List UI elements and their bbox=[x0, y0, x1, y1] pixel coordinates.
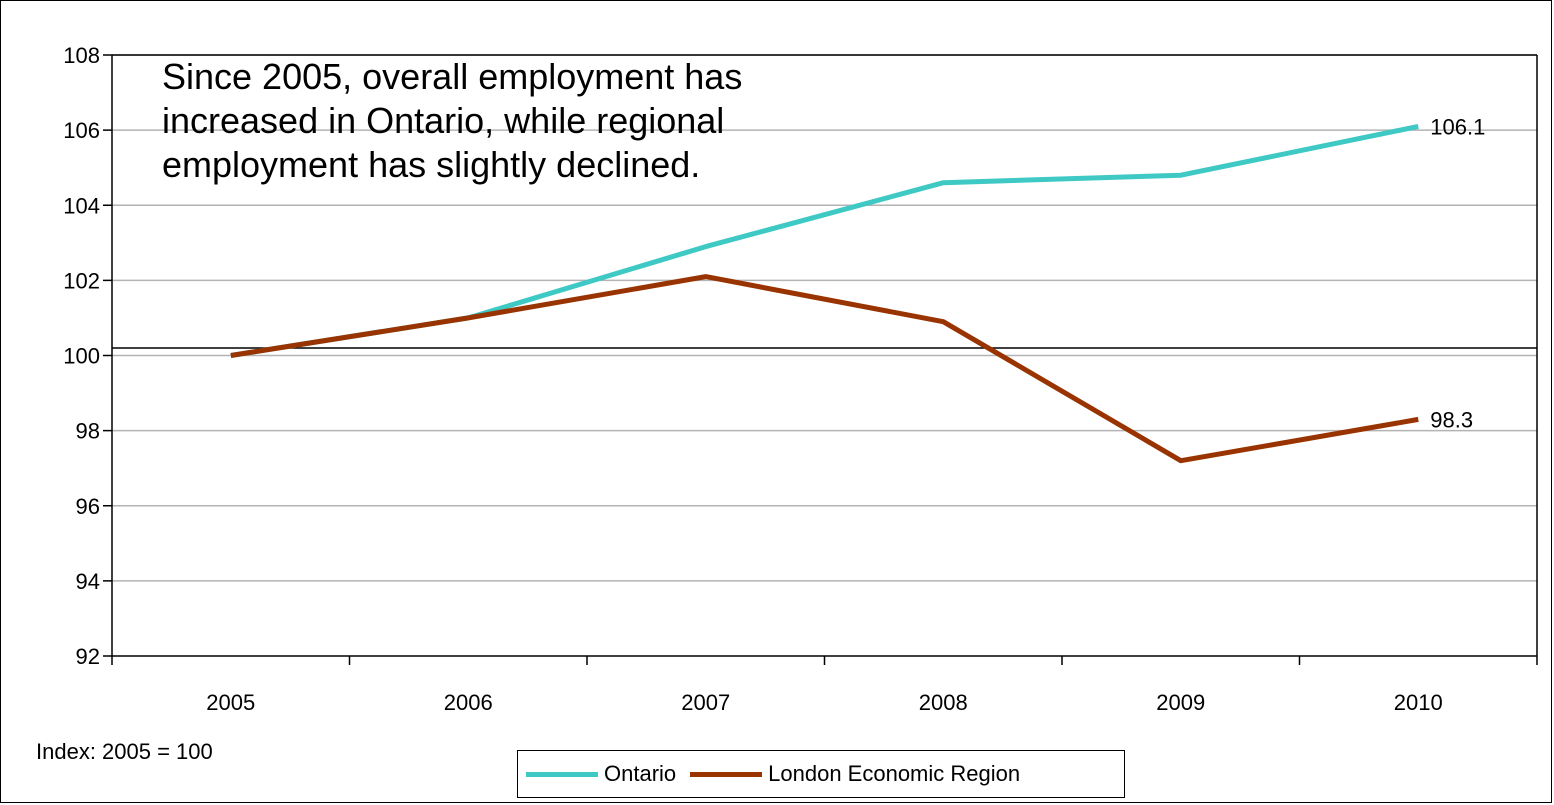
legend-item-ontario: Ontario bbox=[526, 761, 676, 787]
chart-annotation: Since 2005, overall employment has incre… bbox=[162, 56, 743, 185]
series-line-london-economic-region bbox=[230, 274, 1419, 464]
y-tick-label: 94 bbox=[76, 569, 100, 594]
x-tick-label: 2009 bbox=[1156, 690, 1205, 715]
x-tick-label: 2006 bbox=[444, 690, 493, 715]
y-tick-label: 108 bbox=[63, 43, 100, 68]
legend: Ontario London Economic Region bbox=[517, 750, 1125, 798]
y-tick-label: 104 bbox=[63, 193, 100, 218]
y-tick-label: 92 bbox=[76, 644, 100, 669]
y-tick-label: 100 bbox=[63, 344, 100, 369]
x-tick-label: 2007 bbox=[681, 690, 730, 715]
y-axis-ticks: 92 94 96 98 100 102 104 106 108 bbox=[63, 43, 112, 669]
x-axis-ticks: 2005 2006 2007 2008 2009 2010 bbox=[111, 656, 1538, 715]
x-tick-label: 2010 bbox=[1394, 690, 1443, 715]
y-tick-label: 96 bbox=[76, 494, 100, 519]
legend-label-london: London Economic Region bbox=[768, 761, 1021, 786]
x-tick-label: 2008 bbox=[919, 690, 968, 715]
legend-swatch-london bbox=[690, 771, 763, 777]
y-tick-label: 102 bbox=[63, 268, 100, 293]
y-tick-label: 98 bbox=[76, 419, 100, 444]
data-labels: 106.1 98.3 bbox=[1430, 114, 1485, 432]
index-note: Index: 2005 = 100 bbox=[36, 739, 213, 764]
y-tick-label: 106 bbox=[63, 118, 100, 143]
data-label: 98.3 bbox=[1430, 407, 1473, 432]
series-lines bbox=[230, 123, 1419, 464]
legend-label-ontario: Ontario bbox=[604, 761, 677, 786]
data-label: 106.1 bbox=[1430, 114, 1485, 139]
legend-item-london: London Economic Region bbox=[690, 761, 1020, 787]
x-tick-label: 2005 bbox=[206, 690, 255, 715]
legend-swatch-ontario bbox=[526, 771, 598, 777]
